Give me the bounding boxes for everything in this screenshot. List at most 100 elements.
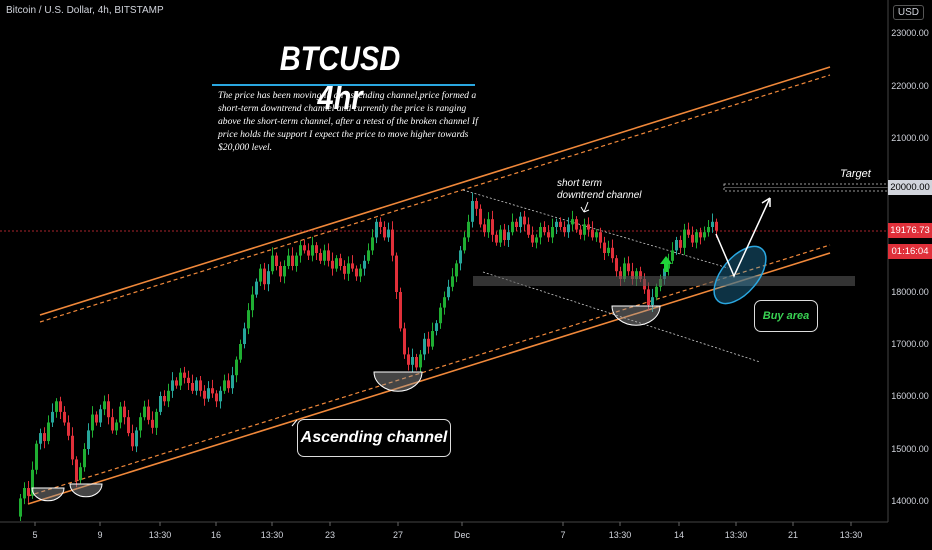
candle-body <box>655 286 658 298</box>
candle-body <box>703 232 706 238</box>
candle-body <box>383 227 386 238</box>
x-tick-label: 13:30 <box>149 530 172 540</box>
candle-body <box>203 390 206 399</box>
target-price-tag: 20000.00 <box>888 180 932 195</box>
candle-body <box>679 240 682 248</box>
candle-body <box>187 377 190 383</box>
candle-body <box>519 216 522 227</box>
candle-body <box>647 289 650 305</box>
candle-body <box>547 232 550 238</box>
candle-body <box>247 310 250 329</box>
candle-body <box>559 221 562 227</box>
candle-body <box>139 417 142 431</box>
candle-body <box>43 433 46 442</box>
candle-body <box>47 422 50 442</box>
x-tick-label: 16 <box>211 530 221 540</box>
upper-channel-line <box>39 66 831 316</box>
bounce-marker <box>611 305 661 326</box>
candle-body <box>715 221 718 231</box>
candle-body <box>23 488 26 499</box>
candle-body <box>223 380 226 391</box>
candle-body <box>615 258 618 272</box>
x-tick-label: 5 <box>32 530 37 540</box>
candle-body <box>295 255 298 266</box>
candle-body <box>271 255 274 272</box>
candle-body <box>259 268 262 282</box>
candle-body <box>287 255 290 266</box>
candle-body <box>251 294 254 311</box>
candle-body <box>595 232 598 238</box>
candle-body <box>627 263 630 272</box>
candle-body <box>27 488 30 496</box>
candle-body <box>359 268 362 277</box>
candle-body <box>419 354 422 368</box>
candle-body <box>55 401 58 412</box>
candle-body <box>683 229 686 248</box>
candle-body <box>415 357 418 368</box>
countdown-tag: 01:16:04 <box>888 244 932 259</box>
candle-body <box>159 396 162 412</box>
candle-body <box>183 372 186 378</box>
bounce-marker <box>31 487 65 502</box>
candle-body <box>87 430 90 449</box>
candle-body <box>263 268 266 285</box>
candle-body <box>563 227 566 233</box>
candle-body <box>75 459 78 481</box>
candle-body <box>495 234 498 243</box>
candle-body <box>371 237 374 251</box>
buy-area-ellipse <box>713 245 767 305</box>
candle-body <box>511 221 514 233</box>
y-tick-label: 23000.00 <box>891 28 929 38</box>
target-label: Target <box>840 168 871 180</box>
candle-body <box>567 224 570 233</box>
candle-body <box>591 229 594 238</box>
candle-body <box>607 247 610 253</box>
candle-body <box>39 433 42 444</box>
candle-body <box>299 245 302 256</box>
candle-body <box>315 245 318 253</box>
y-tick-label: 17000.00 <box>891 339 929 349</box>
candle-body <box>207 388 210 399</box>
candle-body <box>215 393 218 402</box>
candle-body <box>463 237 466 251</box>
candle-body <box>403 328 406 355</box>
candle-body <box>323 250 326 261</box>
candle-body <box>711 221 714 227</box>
candle-body <box>387 229 390 238</box>
candle-body <box>583 224 586 235</box>
candle-body <box>599 232 602 243</box>
candle-body <box>439 307 442 324</box>
x-tick-label: 27 <box>393 530 403 540</box>
candle-body <box>35 443 38 470</box>
candle-body <box>191 383 194 391</box>
candle-body <box>639 271 642 279</box>
candle-body <box>399 292 402 329</box>
bounce-marker <box>373 371 423 392</box>
candle-body <box>179 372 182 386</box>
candle-body <box>219 390 222 402</box>
x-tick-label: 7 <box>560 530 565 540</box>
green-up-arrow <box>660 256 672 272</box>
candle-body <box>351 263 354 269</box>
candle-body <box>411 357 414 365</box>
candle-body <box>275 255 278 266</box>
candle-body <box>103 401 106 410</box>
candle-body <box>479 208 482 225</box>
candle-body <box>395 255 398 292</box>
bounce-marker <box>69 483 103 498</box>
candle-body <box>527 224 530 235</box>
candle-body <box>51 411 54 423</box>
channel-lines <box>0 66 888 505</box>
candle-body <box>575 219 578 230</box>
candle-body <box>199 380 202 391</box>
candle-body <box>175 380 178 386</box>
short-term-line2: downtrend channel <box>557 190 642 201</box>
annotation-description: The price has been moving in an ascendin… <box>218 90 478 153</box>
currency-button[interactable]: USD <box>892 5 924 20</box>
candle-body <box>535 237 538 243</box>
y-tick-label: 16000.00 <box>891 391 929 401</box>
candle-body <box>303 245 306 251</box>
candle-body <box>675 240 678 251</box>
candle-body <box>443 297 446 308</box>
